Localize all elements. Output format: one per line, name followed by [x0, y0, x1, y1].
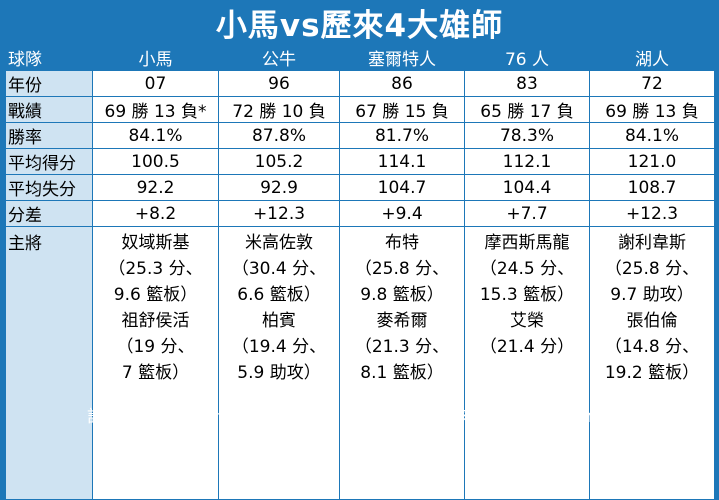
- player-line: （25.3 分、: [108, 259, 203, 279]
- player-line: 7 籃板）: [121, 363, 190, 383]
- table-row: 分差 +8.2 +12.3 +9.4 +7.7 +12.3: [5, 200, 715, 227]
- player-line: 艾榮: [510, 311, 544, 331]
- table-cell: 84.1%: [589, 122, 715, 149]
- player-line: 摩西斯馬龍: [484, 233, 570, 253]
- table-cell: 65 勝 17 負: [464, 96, 590, 123]
- player-line: （19.4 分、: [231, 337, 327, 357]
- table-cell: 78.3%: [464, 122, 590, 149]
- player-line: 奴域斯基: [121, 233, 190, 253]
- table-cell: 104.7: [339, 174, 465, 201]
- source-note: 資料來源：espn.com: [425, 407, 593, 427]
- table-cell: 81.7%: [339, 122, 465, 149]
- player-line: （21.3 分、: [354, 337, 450, 357]
- player-line: （30.4 分、: [231, 259, 327, 279]
- table-row: 戰績 69 勝 13 負* 72 勝 10 負 67 勝 15 負 65 勝 1…: [5, 96, 715, 123]
- table-cell: 69 勝 13 負: [589, 96, 715, 123]
- player-line: 19.2 籃板）: [604, 363, 700, 383]
- row-label: 年份: [5, 70, 93, 97]
- player-line: 張伯倫: [626, 311, 678, 331]
- player-line: （25.8 分、: [604, 259, 700, 279]
- players-cell: 謝利韋斯 （25.8 分、 9.7 助攻） 張伯倫 （14.8 分、 19.2 …: [589, 226, 715, 500]
- table-cell: +9.4: [339, 200, 465, 227]
- footer: 註：* 根據小馬今季勝率推算 資料來源：espn.com: [0, 399, 719, 444]
- player-line: （14.8 分、: [604, 337, 700, 357]
- table-cell: 72: [589, 70, 715, 97]
- player-line: 5.9 助攻）: [237, 363, 321, 383]
- table-cell: 86: [339, 70, 465, 97]
- table-cell: 69 勝 13 負*: [92, 96, 219, 123]
- table-cell: 104.4: [464, 174, 590, 201]
- player-line: 8.1 籃板）: [360, 363, 444, 383]
- header-team: 公牛: [218, 44, 340, 71]
- player-line: （25.8 分、: [354, 259, 450, 279]
- table-cell: 108.7: [589, 174, 715, 201]
- player-line: （21.4 分）: [479, 337, 575, 357]
- player-line: 15.3 籃板）: [479, 285, 575, 305]
- players-row: 主將 奴域斯基 （25.3 分、 9.6 籃板） 祖舒侯活 （19 分、 7 籃…: [5, 226, 715, 500]
- table-cell: 84.1%: [92, 122, 219, 149]
- table-cell: 96: [218, 70, 340, 97]
- player-line: （19 分、: [116, 337, 195, 357]
- table-cell: +12.3: [589, 200, 715, 227]
- player-line: 謝利韋斯: [618, 233, 686, 253]
- comparison-table: 球隊 小馬 公牛 塞爾特人 76 人 湖人 年份 07 96 86 83 72 …: [5, 44, 715, 500]
- header-team: 塞爾特人: [339, 44, 465, 71]
- header-team: 小馬: [92, 44, 219, 71]
- table-cell: 112.1: [464, 148, 590, 175]
- players-cell: 奴域斯基 （25.3 分、 9.6 籃板） 祖舒侯活 （19 分、 7 籃板）: [92, 226, 219, 500]
- table-cell: +12.3: [218, 200, 340, 227]
- table-cell: 121.0: [589, 148, 715, 175]
- table-cell: 114.1: [339, 148, 465, 175]
- table-cell: 72 勝 10 負: [218, 96, 340, 123]
- table-header-row: 球隊 小馬 公牛 塞爾特人 76 人 湖人: [5, 44, 715, 71]
- table-row: 平均得分 100.5 105.2 114.1 112.1 121.0: [5, 148, 715, 175]
- player-line: 9.8 籃板）: [360, 285, 444, 305]
- player-line: 布特: [385, 233, 419, 253]
- player-line: 米高佐敦: [245, 233, 313, 253]
- player-line: 9.6 籃板）: [113, 285, 198, 305]
- players-cell: 摩西斯馬龍 （24.5 分、 15.3 籃板） 艾榮 （21.4 分）: [464, 226, 590, 500]
- table-cell: 92.9: [218, 174, 340, 201]
- table-cell: 87.8%: [218, 122, 340, 149]
- footnote: 註：* 根據小馬今季勝率推算: [87, 407, 305, 427]
- table-cell: 67 勝 15 負: [339, 96, 465, 123]
- table-cell: 83: [464, 70, 590, 97]
- player-line: 柏賓: [262, 311, 296, 331]
- player-line: 祖舒侯活: [121, 311, 190, 331]
- row-label: 分差: [5, 200, 93, 227]
- page-title: 小馬vs歷來4大雄師: [215, 7, 504, 44]
- header-team: 湖人: [589, 44, 715, 71]
- row-label: 勝率: [5, 122, 93, 149]
- table-cell: 92.2: [92, 174, 219, 201]
- table-cell: +8.2: [92, 200, 219, 227]
- header-team: 76 人: [464, 44, 590, 71]
- table-cell: 105.2: [218, 148, 340, 175]
- player-line: 6.6 籃板）: [237, 285, 321, 305]
- table-row: 平均失分 92.2 92.9 104.7 104.4 108.7: [5, 174, 715, 201]
- row-label: 戰績: [5, 96, 93, 123]
- table-row: 勝率 84.1% 87.8% 81.7% 78.3% 84.1%: [5, 122, 715, 149]
- players-cell: 米高佐敦 （30.4 分、 6.6 籃板） 柏賓 （19.4 分、 5.9 助攻…: [218, 226, 340, 500]
- players-cell: 布特 （25.8 分、 9.8 籃板） 麥希爾 （21.3 分、 8.1 籃板）: [339, 226, 465, 500]
- table-cell: +7.7: [464, 200, 590, 227]
- player-line: 9.7 助攻）: [610, 285, 694, 305]
- table-row: 年份 07 96 86 83 72: [5, 70, 715, 97]
- row-label: 平均失分: [5, 174, 93, 201]
- player-line: 麥希爾: [376, 311, 428, 331]
- header-label: 球隊: [5, 44, 93, 71]
- row-label: 主將: [5, 226, 93, 500]
- table-cell: 100.5: [92, 148, 219, 175]
- player-line: （24.5 分、: [479, 259, 575, 279]
- table-cell: 07: [92, 70, 219, 97]
- row-label: 平均得分: [5, 148, 93, 175]
